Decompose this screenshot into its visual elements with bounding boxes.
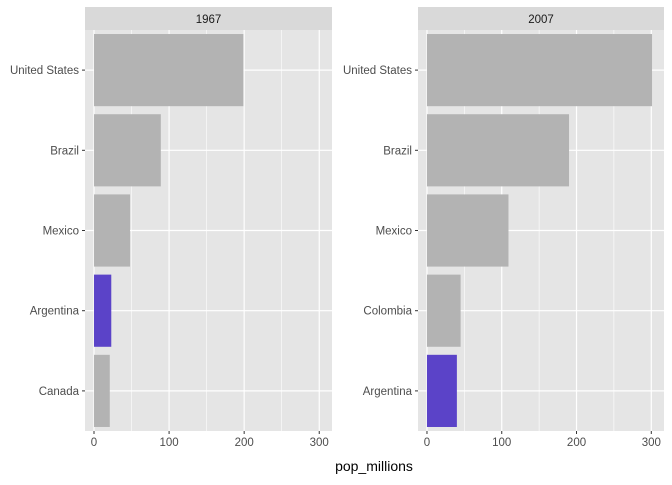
panels-layer: 1967 United States Brazil Mexico Argentina Ca… <box>10 7 664 449</box>
x-tick-label: 0 <box>91 437 97 449</box>
bar-colombia <box>426 274 461 347</box>
bar-brazil <box>94 114 161 187</box>
x-tick-label: 200 <box>235 437 254 449</box>
x-tick-label: 300 <box>310 437 329 449</box>
x-tick-label: 100 <box>492 437 511 449</box>
facet-panel-1967: 1967 United States Brazil Mexico Argentina Ca… <box>10 7 332 449</box>
x-tick-label: 100 <box>159 437 178 449</box>
x-tick-label: 200 <box>567 437 586 449</box>
facet-panel-2007: 2007 United States Brazil Mexico Colombia Arg… <box>343 7 664 449</box>
y-tick-label: Colombia <box>363 306 412 318</box>
bar-united-states <box>426 34 653 107</box>
bar-argentina <box>426 354 457 427</box>
bar-mexico <box>426 194 509 267</box>
y-tick-label: Mexico <box>376 226 412 238</box>
y-tick-label: Argentina <box>30 306 80 318</box>
facet-strip <box>85 7 332 30</box>
facet-strip <box>418 7 664 30</box>
bar-brazil <box>426 114 570 187</box>
x-tick-label: 300 <box>642 437 661 449</box>
y-tick-label: Brazil <box>383 145 412 157</box>
y-tick-label: United States <box>343 65 412 77</box>
y-tick-label: Canada <box>39 386 80 398</box>
y-tick-label: Argentina <box>363 386 413 398</box>
facet-strip-label: 1967 <box>196 14 222 26</box>
bar-canada <box>94 354 110 427</box>
bar-argentina <box>94 274 112 347</box>
y-tick-label: Brazil <box>50 145 79 157</box>
bar-united-states <box>94 34 244 107</box>
y-tick-label: United States <box>10 65 79 77</box>
y-tick-label: Mexico <box>43 226 79 238</box>
x-axis-title: pop_millions <box>335 458 413 474</box>
facet-strip-label: 2007 <box>528 14 554 26</box>
bar-mexico <box>94 194 131 267</box>
x-tick-label: 0 <box>424 437 430 449</box>
